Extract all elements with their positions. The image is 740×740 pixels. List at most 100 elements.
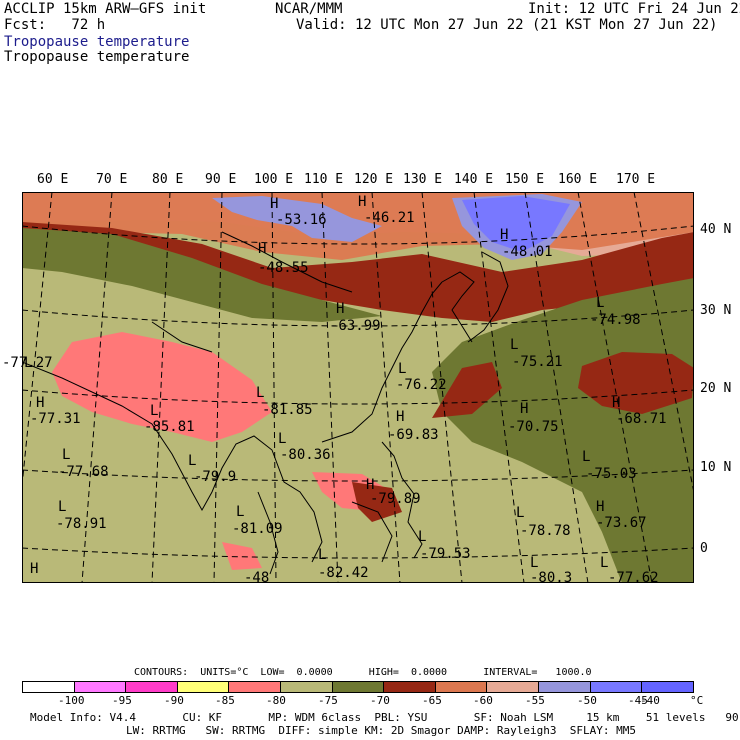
- marker-symbol: L: [510, 337, 519, 353]
- lon-label-100e: 100 E: [254, 172, 294, 187]
- legend-label: -60: [473, 694, 493, 707]
- marker-value: -76.22: [396, 377, 447, 393]
- legend-label: -80: [266, 694, 286, 707]
- marker-value: -69.83: [388, 427, 439, 443]
- legend-units: °C: [690, 694, 704, 707]
- shade-50-to-45a: [212, 196, 382, 242]
- marker-symbol: H: [30, 561, 39, 577]
- legend-label: -95: [112, 694, 132, 707]
- lon-label-130e: 130 E: [403, 172, 443, 187]
- marker-value: -77.62: [608, 570, 659, 586]
- marker-symbol: H: [270, 196, 279, 212]
- organization: NCAR/MMM: [275, 1, 343, 17]
- marker-symbol: L: [600, 555, 609, 571]
- shade-65-to-60-phil: [352, 482, 402, 522]
- legend-swatch: [229, 682, 282, 692]
- model-title: ACCLIP 15km ARW–GFS init: [4, 1, 207, 17]
- legend-swatch: [384, 682, 436, 692]
- lat-label-30n: 30 N: [700, 303, 732, 318]
- marker-symbol: L: [188, 453, 197, 469]
- lon-label-140e: 140 E: [454, 172, 494, 187]
- shade-45-to-40: [462, 196, 570, 252]
- marker-value: -63.99: [330, 318, 381, 334]
- lon-label-150e: 150 E: [505, 172, 545, 187]
- lon-label-90e: 90 E: [205, 172, 237, 187]
- init-time: Init: 12 UTC Fri 24 Jun 22: [528, 1, 740, 17]
- marker-value: -48.01: [502, 244, 553, 260]
- marker-value: -80.3: [530, 570, 573, 586]
- marker-symbol: L: [596, 295, 605, 311]
- lon-label-80e: 80 E: [152, 172, 184, 187]
- legend-swatch: [332, 682, 385, 692]
- legend-swatch: [590, 682, 643, 692]
- marker-value: -48.55: [258, 260, 309, 276]
- marker-value: -70.75: [508, 419, 559, 435]
- shade-85-to-80-south: [222, 542, 262, 570]
- marker-value: -79.9: [194, 469, 237, 485]
- marker-symbol: L: [236, 504, 245, 520]
- marker-symbol: L: [418, 529, 427, 545]
- legend-swatch: [74, 682, 127, 692]
- marker-symbol: H: [396, 409, 405, 425]
- marker-value: -79.89: [370, 491, 421, 507]
- marker-value: -48: [244, 570, 270, 586]
- legend-label: -55: [525, 694, 545, 707]
- legend-label: -70: [370, 694, 390, 707]
- lon-label-120e: 120 E: [354, 172, 394, 187]
- marker-symbol: H: [500, 227, 509, 243]
- lat-label-0: 0: [700, 541, 708, 556]
- legend-label: -90: [164, 694, 184, 707]
- lon-label-60e: 60 E: [37, 172, 69, 187]
- marker-symbol: L: [278, 431, 287, 447]
- marker-value: -80.36: [280, 447, 331, 463]
- marker-value: -85.81: [144, 419, 195, 435]
- marker-symbol: H: [358, 194, 367, 210]
- legend-swatch: [126, 682, 178, 692]
- legend-label: -100: [58, 694, 85, 707]
- marker-symbol: H: [258, 241, 267, 257]
- legend-label: -75: [318, 694, 338, 707]
- legend-swatch: [487, 682, 540, 692]
- marker-symbol: H: [366, 477, 375, 493]
- model-info-line2: LW: RRTMG SW: RRTMG DIFF: simple KM: 2D …: [126, 724, 636, 737]
- lat-label-10n: 10 N: [700, 460, 732, 475]
- marker-value: -53.16: [276, 212, 327, 228]
- lon-label-170e: 170 E: [616, 172, 656, 187]
- contour-info: CONTOURS: UNITS=°C LOW= 0.0000 HIGH= 0.0…: [134, 667, 592, 678]
- legend-swatch: [23, 682, 75, 692]
- marker-value: -68.71: [616, 411, 667, 427]
- legend-swatch: [539, 682, 591, 692]
- tropopause-temperature-map: [22, 192, 694, 583]
- forecast-hour: Fcst: 72 h: [4, 17, 106, 33]
- valid-time: Valid: 12 UTC Mon 27 Jun 22 (21 KST Mon …: [296, 17, 718, 33]
- legend-swatch: [642, 682, 693, 692]
- shade-70-to-65-north: [22, 228, 382, 322]
- marker-symbol: L: [62, 447, 71, 463]
- marker-symbol: L: [398, 361, 407, 377]
- marker-value: -77.27: [2, 355, 53, 371]
- field-title-contour: Tropopause temperature: [4, 49, 190, 65]
- marker-symbol: H: [36, 395, 45, 411]
- marker-symbol: L: [256, 385, 265, 401]
- marker-value: -79.53: [420, 546, 471, 562]
- field-title-shaded: Tropopause temperature: [4, 34, 190, 50]
- shade-65-to-60: [22, 222, 694, 322]
- marker-symbol: H: [596, 499, 605, 515]
- coastlines: [22, 231, 509, 575]
- legend-swatch: [435, 682, 488, 692]
- marker-symbol: H: [612, 395, 621, 411]
- shade-65-to-60-pacific: [578, 352, 694, 414]
- marker-value: -74.98: [590, 312, 641, 328]
- marker-symbol: L: [24, 355, 33, 371]
- graticule: [22, 192, 694, 583]
- marker-value: -81.85: [262, 402, 313, 418]
- legend-label: -40: [640, 694, 660, 707]
- marker-value: -78.91: [56, 516, 107, 532]
- marker-value: -78.78: [520, 523, 571, 539]
- legend-label: -50: [577, 694, 597, 707]
- legend-label: -85: [215, 694, 235, 707]
- legend-label: -45: [628, 694, 648, 707]
- marker-symbol: L: [150, 403, 159, 419]
- marker-symbol: H: [336, 301, 345, 317]
- lon-label-110e: 110 E: [304, 172, 344, 187]
